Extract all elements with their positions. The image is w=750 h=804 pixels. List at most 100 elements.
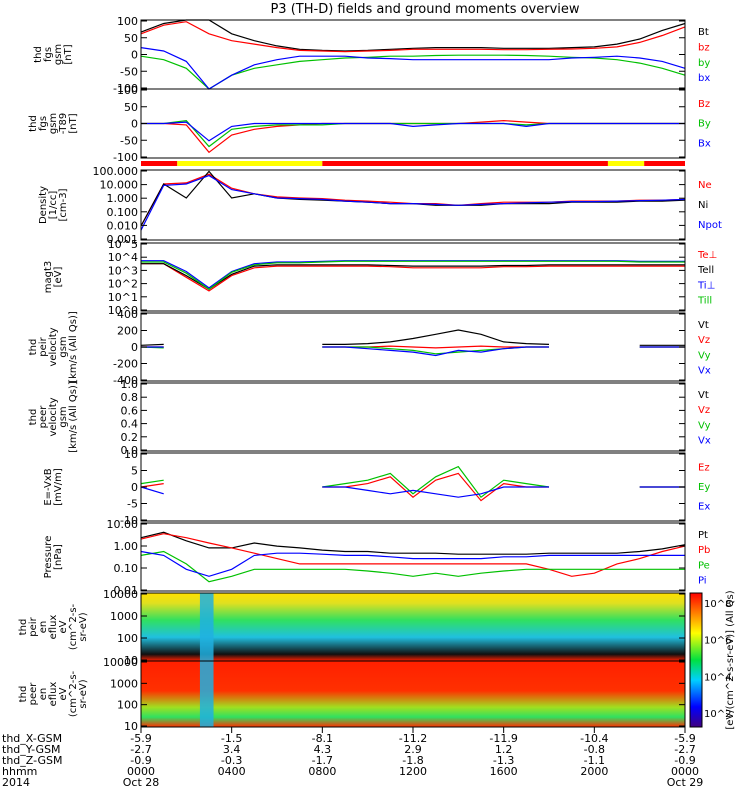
y-axis-label: [nT] (63, 44, 74, 64)
y-tick-label: 10 (124, 654, 138, 667)
x-tick-label: -0.9 (130, 754, 151, 767)
legend-Ey: Ey (698, 482, 710, 493)
x-row-label: hhmm (2, 765, 37, 778)
x-tick-label: Oct 29 (667, 776, 704, 789)
y-axis-label: fgs (38, 116, 49, 131)
series-line-bz (140, 21, 686, 53)
x-row-label: 2014 (2, 776, 30, 789)
x-tick-label: 3.4 (223, 743, 241, 756)
panel-peer-en-eflux: 10000 1000 100 10 thd peer en eflux eV (cm^2-s-sr… (18, 656, 686, 733)
x-tick-label: -10.4 (580, 732, 608, 745)
y-tick-label: 10^3 (108, 264, 138, 277)
x-tick-label: 4.3 (314, 743, 332, 756)
panel-pressure: 10.00 1.00 0.10 0.01 Pressure [nPa] Pt Pb Pe Pi (43, 518, 710, 597)
legend-Ne: Ne (698, 180, 712, 191)
y-axis-label: sr-eV) (78, 679, 89, 708)
legend-Ni: Ni (698, 200, 708, 211)
y-axis-label: eflux (48, 615, 59, 640)
y-axis-label: thd (28, 409, 39, 426)
series-line-Bx (141, 121, 685, 142)
y-tick-label: 0 (131, 341, 138, 354)
y-axis-label: thd (28, 339, 39, 356)
y-tick-label: 0.6 (121, 404, 139, 417)
x-tick-label: -1.3 (493, 754, 514, 767)
series-line-Ni (140, 170, 686, 227)
legend-By: By (698, 119, 711, 130)
y-tick-label: 10^2 (108, 278, 138, 291)
panel-fgs-gsm: 100 50 0 -50 -100 thd fgs gsm [nT] Bt bz by bx (33, 15, 710, 95)
x-tick-label: -0.9 (674, 754, 695, 767)
y-tick-label: 10^5 (108, 238, 138, 251)
y-axis-label: gsm (53, 44, 64, 65)
legend-Pb: Pb (698, 545, 710, 556)
y-tick-label: -100 (113, 151, 138, 164)
x-tick-label: -0.3 (221, 754, 242, 767)
heatmap-cold-band (199, 593, 214, 661)
y-tick-label: -400 (113, 374, 138, 387)
chart-title: P3 (TH-D) fields and ground moments over… (270, 2, 579, 17)
y-axis-label: en (38, 688, 49, 701)
y-axis-label: gsm (58, 336, 69, 357)
legend-Pi: Pi (698, 575, 707, 586)
y-tick-label: 0.2 (121, 431, 139, 444)
y-tick-label: -5 (127, 498, 138, 511)
panel-peir-velocity: 400 200 0 -200 -400 thd peir velocity gsm [km/s (… (28, 308, 711, 387)
legend-Te⊥: Te⊥ (697, 250, 717, 261)
x-tick-label: -11.9 (489, 732, 517, 745)
x-tick-label: -0.8 (584, 743, 605, 756)
y-axis-label: velocity (48, 397, 59, 436)
series-line-Ez (140, 472, 685, 502)
x-tick-label: -1.5 (221, 732, 242, 745)
legend-Vz: Vz (698, 335, 710, 346)
y-axis-label: [1/cc] (48, 191, 59, 220)
mode-bar-segment (644, 161, 685, 166)
panel-fgs-gsm-t89: 100 50 0 -50 -100 thd fgs gsm -T89 [nT] Bz By Bx (28, 84, 711, 164)
y-tick-label: -50 (120, 134, 138, 147)
series-line-Ey (140, 465, 685, 499)
y-tick-label: 0 (131, 118, 138, 131)
colorbar-tick-label: 10^6 (704, 636, 731, 647)
y-axis-label: eV (58, 620, 69, 633)
y-tick-label: 10 (124, 720, 138, 733)
y-tick-label: 0 (131, 481, 138, 494)
series-line-Vz (141, 345, 685, 349)
y-tick-label: 0.4 (121, 418, 139, 431)
heatmap-cold-band (199, 661, 214, 727)
colorbar-label: [eV/(cm^2-s-sr-eV)] (All Qs) (725, 590, 736, 729)
x-tick-label: 0400 (218, 765, 246, 778)
legend-Vy: Vy (698, 350, 711, 361)
y-tick-label: 0.100 (107, 206, 139, 219)
mode-bar-segment (607, 161, 645, 166)
x-tick-label: -1.8 (402, 754, 423, 767)
x-tick-label: -5.9 (130, 732, 151, 745)
series-line-Te⊥ (141, 263, 685, 292)
y-axis-label: eflux (48, 682, 59, 707)
y-axis-label: [km/s (All Qs)] (68, 311, 79, 383)
colorbar-scale (689, 592, 703, 728)
y-tick-label: 10.00 (107, 518, 139, 531)
y-tick-label: 200 (117, 325, 138, 338)
series-line-Ex (140, 486, 685, 498)
x-row-label: thd_Y-GSM (2, 743, 61, 756)
y-tick-label: 0 (131, 49, 138, 62)
mode-bar-segment (322, 161, 608, 166)
series-line-Pb (140, 533, 686, 577)
y-tick-label: 10 (124, 448, 138, 461)
y-axis-label: [mV/m] (53, 468, 64, 506)
y-axis-label: [nPa] (53, 544, 64, 570)
x-tick-label: -8.1 (312, 732, 333, 745)
y-axis-label: [nT] (68, 113, 79, 133)
heatmap-image (141, 661, 685, 727)
x-tick-label: 0000 (671, 765, 699, 778)
y-axis-label: (cm^2-s- (68, 603, 79, 650)
y-axis-label: peir (28, 616, 39, 636)
legend-Bx: Bx (698, 138, 711, 149)
x-tick-label: -2.7 (674, 743, 695, 756)
y-axis-label: sr-eV) (78, 612, 89, 641)
panel-frame (140, 382, 686, 452)
y-tick-label: 100.000 (93, 165, 139, 178)
x-tick-label: 1600 (490, 765, 518, 778)
legend-bx: bx (698, 73, 710, 84)
